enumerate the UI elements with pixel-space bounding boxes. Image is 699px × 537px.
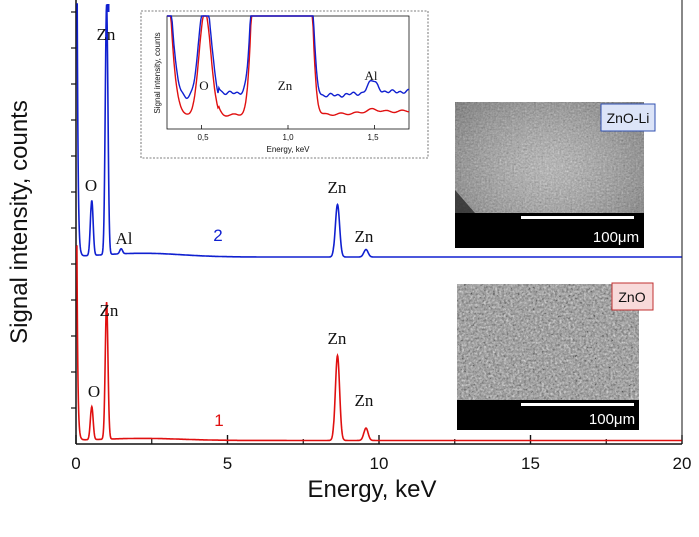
sem-image-zno-scale-label: 100μm <box>589 411 635 428</box>
peak-label-o-2: O <box>85 176 97 195</box>
inset-chart: 0,5 1,0 1,5 Energy, keV Signal intensity… <box>140 10 429 159</box>
peak-label-zn-kb-2: Zn <box>355 227 374 246</box>
peak-label-zn-l-2: Zn <box>97 25 116 44</box>
x-tick-label: 10 <box>370 454 389 473</box>
series-2-name: 2 <box>213 226 222 245</box>
inset-tick-0-5: 0,5 <box>197 133 209 142</box>
x-tick-label: 15 <box>521 454 540 473</box>
peak-label-al-2: Al <box>116 229 133 248</box>
inset-border <box>140 10 429 159</box>
x-tick-labels: 0 5 10 15 20 <box>71 454 691 473</box>
y-axis-title: Signal intensity, counts <box>6 100 33 344</box>
inset-tick-1-0: 1,0 <box>282 133 294 142</box>
sem-image-znoli-scale-label: 100μm <box>593 229 639 246</box>
badge-zno <box>611 282 654 311</box>
badge-znoli-label: ZnO-Li <box>607 110 650 126</box>
axis-ticks <box>71 11 683 444</box>
x-axis-title: Energy, keV <box>308 476 437 503</box>
peak-label-zn-ka-2: Zn <box>328 178 347 197</box>
inset-tick-1-5: 1,5 <box>367 133 379 142</box>
peak-label-zn-l-1: Zn <box>100 301 119 320</box>
inset-label-zn: Zn <box>278 78 293 93</box>
x-tick-label: 5 <box>223 454 232 473</box>
sem-image-zno: 100μm ZnO <box>457 282 654 430</box>
inset-x-axis-title: Energy, keV <box>267 145 311 154</box>
badge-zno-label: ZnO <box>618 289 645 305</box>
badge-znoli <box>600 103 656 132</box>
peak-label-zn-kb-1: Zn <box>355 391 374 410</box>
peak-label-zn-ka-1: Zn <box>328 329 347 348</box>
sem-image-zno-scale-bar <box>521 403 634 406</box>
inset-y-axis-title: Signal intensity, counts <box>153 32 162 113</box>
series-1-line <box>76 245 682 442</box>
inset-ticks <box>201 125 375 129</box>
x-tick-label: 20 <box>673 454 692 473</box>
sem-image-znoli-dark-corner <box>455 190 475 213</box>
inset-label-o: O <box>199 78 208 93</box>
series-2-line <box>76 3 682 258</box>
inset-series-2-line <box>167 15 409 100</box>
sem-image-znoli-scale-bar <box>521 216 634 219</box>
x-tick-label: 0 <box>71 454 80 473</box>
peak-label-o-1: O <box>88 382 100 401</box>
sem-image-znoli: 100μm ZnO-Li <box>455 102 656 248</box>
series-1-name: 1 <box>214 411 223 430</box>
inset-label-al: Al <box>365 68 378 83</box>
